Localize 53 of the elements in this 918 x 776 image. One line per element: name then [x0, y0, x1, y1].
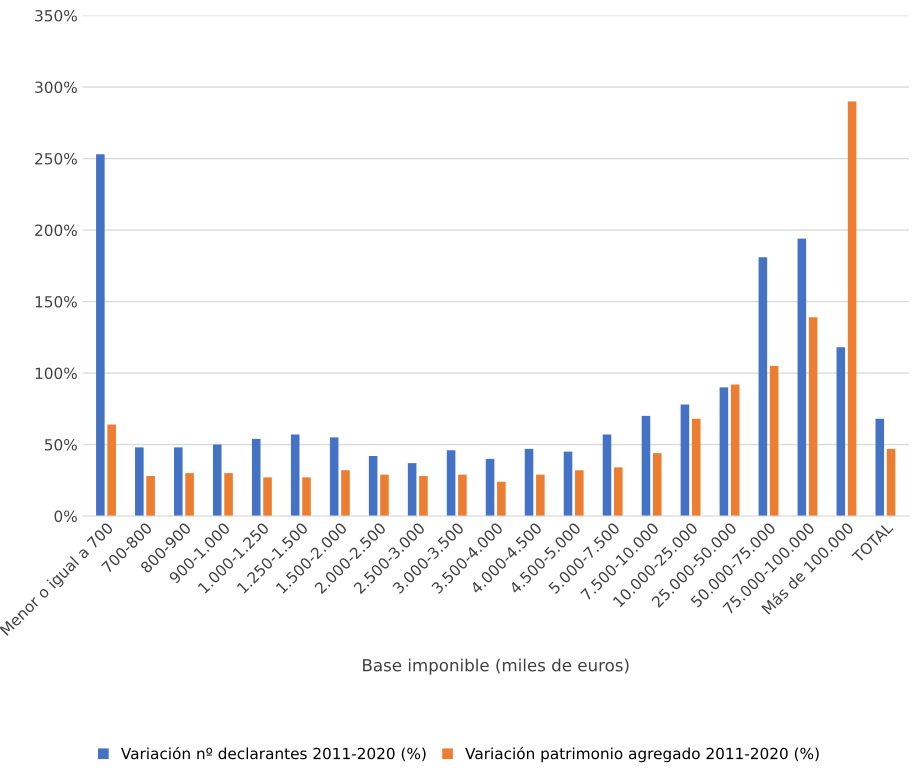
bar: [602, 434, 612, 516]
bar: [758, 257, 768, 516]
bar: [886, 448, 896, 516]
bar: [174, 447, 183, 516]
x-axis-title: Base imponible (miles de euros): [363, 658, 629, 675]
bar: [380, 474, 389, 516]
bar: [368, 456, 378, 516]
bar: [770, 366, 778, 516]
legend-label: Variación nº declarantes 2011-2020 (%): [121, 746, 426, 762]
bar: [497, 482, 506, 516]
bar: [614, 467, 623, 516]
bar: [564, 452, 572, 516]
bar: [458, 474, 467, 516]
y-tick-label: 300%: [35, 81, 77, 94]
bar: [146, 476, 155, 516]
bar: [263, 477, 272, 516]
y-tick-label: 100%: [36, 368, 77, 380]
bar: [330, 437, 338, 516]
bar: [212, 444, 222, 516]
y-tick-label: 250%: [35, 152, 77, 165]
bar: [836, 347, 846, 516]
bar: [302, 477, 311, 516]
bar: [107, 424, 116, 516]
bar: [96, 154, 105, 516]
bar: [524, 448, 534, 516]
bar: [419, 476, 428, 516]
y-tick-label: 350%: [35, 10, 77, 22]
bar: [252, 438, 261, 516]
bar: [808, 317, 818, 516]
bar: [848, 101, 856, 516]
bar: [290, 434, 300, 516]
bar: [575, 470, 584, 516]
bar: [720, 387, 728, 516]
bar: [224, 473, 233, 516]
bar: [408, 463, 416, 516]
bar: [692, 418, 701, 516]
bar: [135, 447, 144, 516]
legend-label: Variación patrimonio agregado 2011-2020 (%): [465, 746, 819, 762]
bar: [536, 474, 545, 516]
bar: [341, 470, 350, 516]
bar: [798, 238, 806, 516]
y-tick-label: 150%: [36, 296, 77, 308]
bar: [185, 473, 194, 516]
y-tick-label: 200%: [35, 224, 77, 236]
bar: [680, 404, 690, 516]
y-tick-label: 50%: [44, 439, 77, 451]
bar: [652, 453, 662, 516]
bar: [486, 458, 494, 516]
y-tick-label: 0%: [54, 510, 77, 522]
bar: [642, 416, 650, 516]
bar: [446, 450, 456, 516]
bar: [730, 384, 740, 516]
bar: [876, 418, 884, 516]
